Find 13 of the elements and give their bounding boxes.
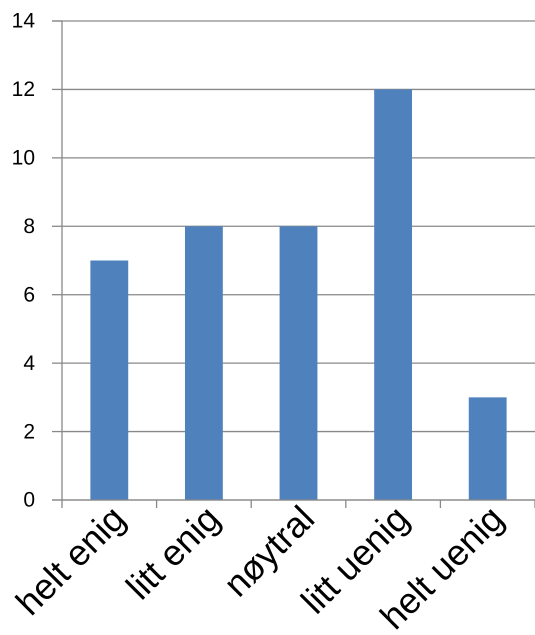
y-tick-label: 10 [12,146,35,170]
bar [90,260,128,500]
y-tick-label: 2 [23,420,35,444]
y-tick-label: 8 [23,215,35,238]
y-tick-label: 6 [23,283,35,306]
y-tick-label: 14 [12,10,36,33]
bar [184,226,223,500]
bar [468,397,507,500]
bar [280,226,318,500]
bar [374,89,412,500]
y-tick-label: 4 [23,352,36,375]
y-tick-label: 0 [23,488,35,512]
y-tick-label: 12 [12,78,35,102]
